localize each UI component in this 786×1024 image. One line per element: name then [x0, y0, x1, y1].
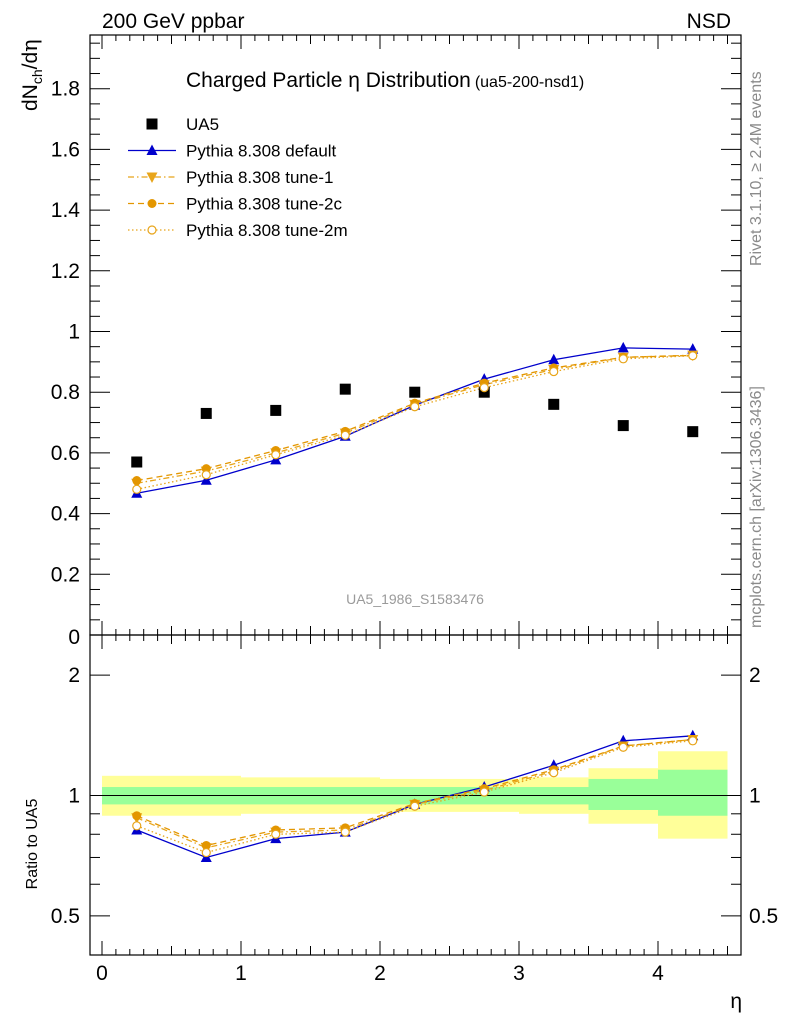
legend: UA5 Pythia 8.308 default Pythia 8.308 tune… — [128, 115, 348, 240]
ratio-y-tick-label-right: 0.5 — [749, 905, 778, 928]
legend-marker — [146, 172, 158, 183]
analysis-watermark: UA5_1986_S1583476 — [346, 591, 484, 607]
chart-title: Charged Particle η Distribution (ua5-200-… — [186, 69, 584, 92]
ratio-y-tick-label-left: 0.5 — [51, 905, 80, 928]
x-tick-label: 2 — [374, 962, 386, 985]
main-point-ua5 — [687, 426, 699, 438]
ratio-point-pythia-8.308-tune-2m — [132, 821, 142, 831]
ratio-y-axis-label: Ratio to UA5 — [24, 799, 41, 890]
axis-ticks: 0 1 2 3 4 0.2 0.4 0.6 0.8 1 1.2 1.4 1.6 1.8 0 0.5 0.5 1 1 2… — [51, 35, 778, 985]
main-point-ua5 — [617, 420, 629, 432]
main-point-ua5 — [270, 404, 282, 416]
main-point-pythia-8.308-tune-2m — [618, 354, 628, 364]
mcplots-label: mcplots.cern.ch [arXiv:1306.3436] — [748, 386, 765, 628]
main-y-tick-label: 1.4 — [51, 199, 81, 222]
header-right-label: NSD — [687, 10, 731, 33]
ratio-point-pythia-8.308-tune-2m — [688, 736, 698, 746]
main-point-pythia-8.308-tune-2m — [201, 470, 211, 480]
main-point-pythia-8.308-tune-2m — [340, 430, 350, 440]
main-point-pythia-8.308-tune-2c — [132, 476, 142, 486]
legend-label: Pythia 8.308 tune-2c — [186, 195, 342, 214]
main-point-ua5 — [200, 407, 212, 419]
main-point-ua5 — [131, 456, 143, 468]
main-y-tick-label-zero: 0 — [68, 626, 80, 649]
ratio-point-pythia-8.308-tune-2m — [479, 787, 489, 797]
chart-title-main: Charged Particle η Distribution — [186, 69, 471, 92]
main-line-pythia-8.308-tune-1 — [136, 354, 693, 484]
main-line-pythia-8.308-tune-2m — [136, 355, 693, 490]
main-y-tick-label: 0.2 — [51, 563, 80, 586]
main-point-pythia-8.308-default — [200, 474, 212, 485]
ratio-point-pythia-8.308-tune-2m — [410, 801, 420, 811]
main-point-pythia-8.308-tune-2m — [479, 383, 489, 393]
chart-title-subtitle: (ua5-200-nsd1) — [475, 74, 584, 91]
ratio-y-tick-label-left: 2 — [68, 664, 80, 687]
main-y-tick-label: 1.8 — [51, 78, 80, 101]
ratio-y-tick-label-right: 1 — [749, 785, 761, 808]
ratio-point-pythia-8.308-tune-2m — [271, 829, 281, 839]
main-point-pythia-8.308-tune-2m — [132, 484, 142, 494]
main-point-pythia-8.308-tune-2m — [410, 402, 420, 412]
rivet-version-label: Rivet 3.1.10, ≥ 2.4M events — [748, 71, 765, 266]
main-y-tick-label: 0.4 — [51, 503, 81, 526]
main-y-axis-label: dNch/dη — [18, 39, 45, 111]
ratio-point-pythia-8.308-tune-2c — [132, 811, 142, 821]
main-y-tick-label: 0.8 — [51, 381, 80, 404]
series-markers — [131, 341, 699, 862]
main-point-pythia-8.308-default — [617, 341, 629, 353]
x-tick-label: 4 — [652, 962, 664, 985]
main-y-tick-label: 1 — [68, 321, 80, 344]
main-point-ua5 — [548, 398, 560, 410]
main-y-tick-label: 1.6 — [51, 138, 80, 161]
ratio-point-pythia-8.308-tune-2m — [340, 827, 350, 837]
main-point-pythia-8.308-default — [548, 353, 560, 365]
main-point-pythia-8.308-tune-2m — [549, 366, 559, 377]
legend-marker — [147, 199, 157, 208]
ratio-point-pythia-8.308-tune-2m — [618, 742, 628, 752]
ratio-y-tick-label-left: 1 — [68, 785, 80, 808]
x-axis-label: η — [730, 990, 742, 1013]
legend-label: Pythia 8.308 tune-2m — [186, 221, 348, 240]
legend-label: Pythia 8.308 tune-1 — [186, 168, 333, 187]
x-tick-label: 3 — [513, 962, 525, 985]
ratio-point-pythia-8.308-tune-2m — [549, 768, 559, 778]
header-left-label: 200 GeV ppbar — [102, 10, 244, 33]
ratio-band-inner — [588, 778, 658, 810]
ratio-band-inner — [658, 769, 728, 816]
legend-marker — [147, 225, 157, 235]
legend-label: Pythia 8.308 default — [186, 142, 337, 161]
ratio-y-tick-label-right: 2 — [749, 664, 761, 687]
main-line-pythia-8.308-tune-2c — [136, 354, 693, 482]
legend-marker — [146, 144, 158, 155]
main-y-tick-label: 0.6 — [51, 442, 80, 465]
main-point-pythia-8.308-tune-2m — [688, 351, 698, 361]
ratio-bands — [102, 751, 728, 839]
main-line-pythia-8.308-default — [136, 347, 693, 494]
main-point-ua5 — [409, 386, 421, 398]
legend-label: UA5 — [186, 115, 219, 134]
main-point-pythia-8.308-tune-2m — [271, 450, 281, 460]
x-tick-label: 1 — [235, 962, 247, 985]
x-tick-label: 0 — [96, 962, 108, 985]
main-point-ua5 — [339, 383, 351, 395]
ratio-point-pythia-8.308-tune-2m — [201, 847, 211, 858]
legend-marker — [146, 118, 158, 130]
main-y-tick-label: 1.2 — [51, 260, 80, 283]
ratio-line-pythia-8.308-tune-2c — [136, 738, 693, 847]
ratio-point-pythia-8.308-tune-2c — [201, 840, 211, 850]
